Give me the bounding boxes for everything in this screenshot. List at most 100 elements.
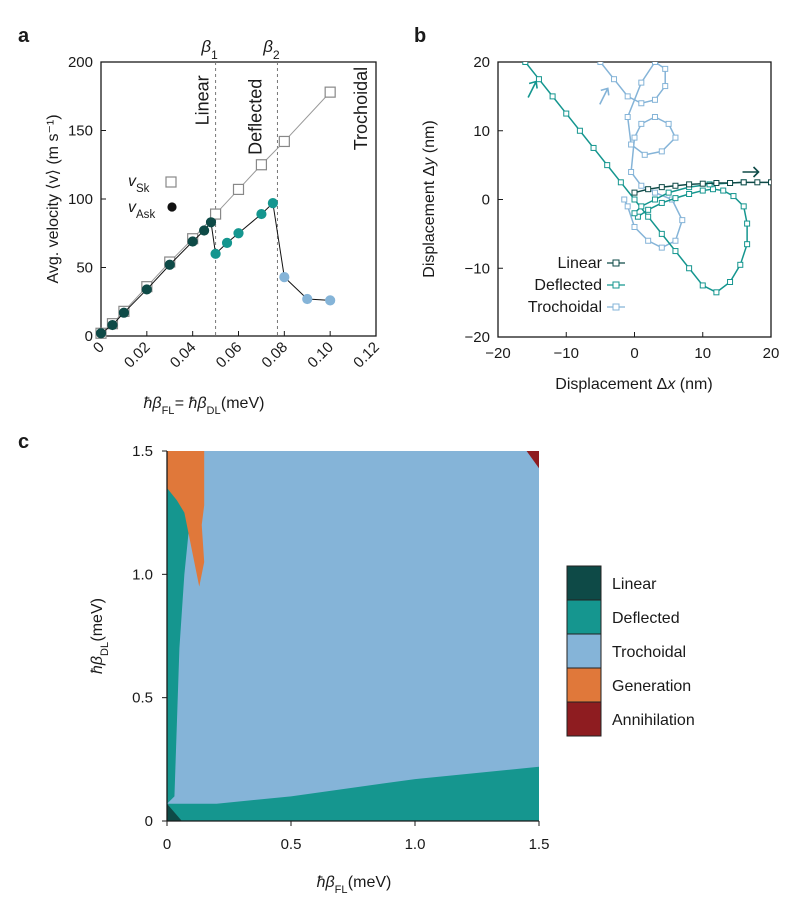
y-tick-label: −20	[465, 329, 490, 346]
vsk-point	[232, 183, 245, 196]
trajectory-point-trochoidal	[624, 114, 631, 120]
trajectory-point-deflected	[631, 196, 638, 203]
trajectory-trochoidal	[599, 62, 684, 249]
trajectory-point-trochoidal	[621, 196, 628, 203]
panel-b-trajectory-plot: −20 −10 0 10 20 −20 −10 0 10 20 Linear Deflected Tro…	[421, 54, 779, 393]
x-tick-label: 0.02	[121, 339, 154, 372]
vask-point	[205, 217, 217, 228]
direction-arrow-linear	[742, 166, 760, 178]
vask-point	[267, 198, 278, 209]
y-label-b: (nm)	[421, 120, 438, 157]
trajectory-point-linear	[768, 179, 771, 186]
trajectory-point-deflected	[634, 213, 641, 220]
trajectory-point-trochoidal	[624, 93, 631, 100]
legend-vsk-label-sub: Sk	[136, 183, 150, 195]
y-axis-label-sub: DL	[99, 642, 111, 656]
trajectory-point-deflected	[672, 248, 679, 255]
trajectory-point-deflected	[522, 62, 529, 65]
vask-point	[302, 293, 313, 305]
legend-label-deflected: Deflected	[612, 610, 680, 627]
legend-label-generation: Generation	[612, 678, 691, 695]
x-tick-label: 1.0	[405, 836, 426, 853]
legend-label-annihilation: Annihilation	[612, 712, 695, 729]
trajectory-point-trochoidal	[638, 120, 645, 127]
beta-label-sub: 1	[211, 48, 218, 62]
trajectory-point-deflected	[713, 289, 720, 296]
x-axis-label-sym: ħβ	[144, 395, 162, 412]
regime-label-linear: Linear	[193, 75, 213, 125]
trajectory-point-trochoidal	[651, 96, 658, 103]
x-tick-label: −20	[485, 345, 510, 362]
direction-arrow-deflected	[527, 80, 538, 98]
trajectory-point-linear	[645, 186, 652, 193]
trajectory-point-deflected	[604, 162, 611, 169]
y-axis-label-txt: (meV)	[89, 598, 106, 642]
legend-swatch-deflected	[566, 599, 602, 635]
trajectory-point-deflected	[638, 203, 645, 210]
y-tick-label: 10	[473, 123, 490, 140]
trajectory-point-trochoidal	[611, 76, 618, 83]
trajectory-point-deflected	[590, 144, 597, 151]
trajectory-point-deflected	[535, 76, 542, 83]
trajectory-point-deflected	[563, 110, 570, 117]
trajectory-point-trochoidal	[672, 134, 679, 141]
trajectory-point-trochoidal	[651, 189, 658, 196]
beta-label-main: β	[262, 37, 273, 56]
x-axis-label-sym: ħβ	[317, 874, 335, 891]
y-axis-label: ħβDL (meV)	[89, 598, 111, 674]
vask-point	[187, 236, 198, 247]
x-axis-label-sub: FL	[162, 405, 175, 417]
legend-vask-label: vAsk	[128, 199, 155, 221]
trajectory-point-trochoidal	[651, 62, 658, 65]
trajectory-point-trochoidal	[651, 114, 658, 120]
trajectory-point-linear	[658, 184, 665, 191]
beta-label: β2	[262, 37, 280, 62]
legend-swatch-generation	[566, 667, 602, 703]
legend-label-trochoidal: Trochoidal	[528, 299, 602, 316]
trajectory-point-deflected	[645, 206, 652, 213]
x-axis-label-txt: (meV)	[348, 874, 392, 891]
x-axis-label-txt: =	[175, 395, 189, 412]
y-axis-label: Avg. velocity ⟨v⟩ (m s⁻¹)	[45, 114, 62, 283]
vsk-point	[324, 86, 336, 98]
trajectory-point-trochoidal	[638, 182, 645, 189]
legend-vask-label-sub: Ask	[136, 209, 155, 221]
trajectory-point-trochoidal	[672, 237, 679, 244]
x-tick-label: 0.04	[167, 339, 200, 372]
y-tick-label: 50	[76, 260, 93, 277]
vask-point	[210, 248, 221, 259]
trajectory-point-linear	[713, 180, 720, 186]
y-axis-label: Displacement Δy (nm)	[421, 120, 438, 277]
vask-point	[118, 307, 130, 318]
direction-arrow-trochoidal	[599, 87, 610, 105]
region-deflected-left	[167, 451, 192, 804]
y-tick-label: 0.5	[132, 690, 153, 707]
x-tick-label: 0.08	[258, 339, 291, 372]
trajectory-point-trochoidal	[628, 169, 635, 175]
vask-point	[199, 225, 210, 236]
trajectory-point-deflected	[645, 213, 652, 220]
panel-label-a: a	[18, 25, 30, 47]
legend-vask-marker	[167, 202, 177, 212]
legend-vsk-marker	[165, 176, 177, 188]
trajectory-point-deflected	[737, 261, 744, 268]
vask-point	[233, 228, 244, 239]
x-label-a: Displacement Δ	[555, 376, 667, 393]
y-tick-label: 100	[68, 191, 93, 208]
vask-point	[95, 328, 107, 339]
regime-label-trochoidal: Trochoidal	[351, 67, 371, 150]
series-line-vask	[100, 202, 331, 334]
trajectory-point-deflected	[651, 196, 658, 203]
trajectory-point-trochoidal	[658, 148, 665, 155]
trajectory-point-linear	[754, 179, 761, 186]
legend-swatch-annihilation	[566, 701, 602, 737]
trajectory-point-linear	[699, 180, 706, 187]
trajectory-point-trochoidal	[624, 203, 631, 210]
vsk-point	[255, 159, 268, 171]
panel-label-c: c	[18, 431, 29, 453]
legend-vsk-label-main: v	[128, 173, 137, 190]
trajectory-point-linear	[686, 181, 693, 188]
trajectory-point-trochoidal	[662, 65, 669, 72]
y-tick-label: 150	[68, 123, 93, 140]
